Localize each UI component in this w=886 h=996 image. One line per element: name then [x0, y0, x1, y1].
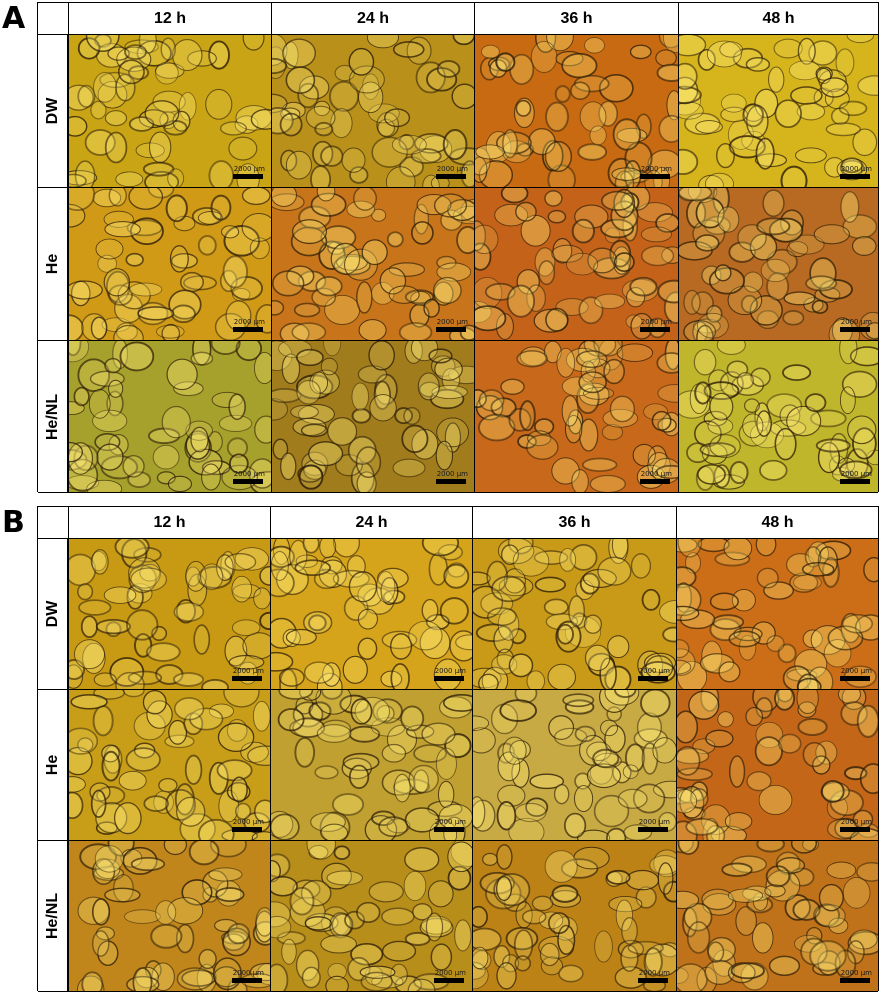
micrograph-image: 2000 µm [68, 690, 270, 841]
scale-bar-label: 2000 µm [840, 165, 872, 173]
micrograph-panel: 12 h 24 h 36 h 48 h DW 2000 µm 2000 µm 2000 µm 2… [37, 2, 879, 493]
micrograph-image: 2000 µm [68, 35, 271, 188]
scale-bar [233, 174, 263, 179]
header-corner [38, 3, 68, 35]
column-header: 36 h [472, 507, 676, 539]
micrograph-image: 2000 µm [270, 539, 472, 690]
column-header: 24 h [270, 507, 472, 539]
micrograph-image: 2000 µm [472, 690, 676, 841]
micrograph-image: 2000 µm [68, 188, 271, 341]
scale-bar-label: 2000 µm [434, 969, 466, 977]
column-header: 24 h [271, 3, 474, 35]
micrograph-image: 2000 µm [472, 539, 676, 690]
column-header: 48 h [676, 507, 878, 539]
micrograph-image: 2000 µm [68, 341, 271, 493]
scale-bar [233, 479, 263, 484]
micrograph-image: 2000 µm [270, 841, 472, 992]
scale-bar-label: 2000 µm [434, 818, 466, 826]
scale-bar [640, 327, 670, 332]
micrograph-image: 2000 µm [678, 188, 878, 341]
micrograph-image: 2000 µm [676, 841, 878, 992]
row-label: He/NL [38, 341, 68, 493]
scale-bar [232, 827, 262, 832]
scale-bar [840, 827, 870, 832]
scale-bar-label: 2000 µm [233, 470, 265, 478]
micrograph-image: 2000 µm [271, 35, 474, 188]
scale-bar [232, 676, 262, 681]
scale-bar [434, 827, 464, 832]
scale-bar [436, 479, 466, 484]
scale-bar-label: 2000 µm [434, 667, 466, 675]
micrograph-image: 2000 µm [68, 539, 270, 690]
scale-bar [640, 479, 670, 484]
scale-bar-label: 2000 µm [233, 318, 265, 326]
scale-bar [434, 676, 464, 681]
micrograph-image: 2000 µm [271, 341, 474, 493]
scale-bar [436, 327, 466, 332]
row-label: He [38, 188, 68, 341]
scale-bar-label: 2000 µm [640, 470, 672, 478]
scale-bar-label: 2000 µm [436, 470, 468, 478]
scale-bar-label: 2000 µm [840, 470, 872, 478]
scale-bar [840, 174, 870, 179]
header-corner [38, 507, 68, 539]
scale-bar-label: 2000 µm [638, 818, 670, 826]
scale-bar-label: 2000 µm [436, 318, 468, 326]
column-header: 48 h [678, 3, 878, 35]
scale-bar [233, 327, 263, 332]
scale-bar [434, 978, 464, 983]
scale-bar-label: 2000 µm [232, 969, 264, 977]
scale-bar [638, 676, 668, 681]
scale-bar [640, 174, 670, 179]
row-label: DW [38, 35, 68, 188]
row-label: He/NL [38, 841, 68, 992]
scale-bar [840, 978, 870, 983]
micrograph-image: 2000 µm [68, 841, 270, 992]
scale-bar-label: 2000 µm [436, 165, 468, 173]
scale-bar-label: 2000 µm [840, 667, 872, 675]
scale-bar-label: 2000 µm [840, 318, 872, 326]
panel-label: B [2, 505, 25, 540]
micrograph-image: 2000 µm [676, 539, 878, 690]
panel-label: A [2, 1, 26, 36]
scale-bar-label: 2000 µm [840, 969, 872, 977]
column-header: 36 h [474, 3, 678, 35]
scale-bar-label: 2000 µm [232, 818, 264, 826]
scale-bar-label: 2000 µm [640, 165, 672, 173]
scale-bar-label: 2000 µm [640, 318, 672, 326]
micrograph-image: 2000 µm [474, 35, 678, 188]
scale-bar-label: 2000 µm [638, 667, 670, 675]
scale-bar-label: 2000 µm [233, 165, 265, 173]
row-label: He [38, 690, 68, 841]
scale-bar [436, 174, 466, 179]
row-label: DW [38, 539, 68, 690]
scale-bar-label: 2000 µm [840, 818, 872, 826]
scale-bar [638, 827, 668, 832]
micrograph-image: 2000 µm [271, 188, 474, 341]
micrograph-image: 2000 µm [676, 690, 878, 841]
micrograph-image: 2000 µm [472, 841, 676, 992]
scale-bar [232, 978, 262, 983]
micrograph-image: 2000 µm [678, 341, 878, 493]
scale-bar [638, 978, 668, 983]
scale-bar [840, 676, 870, 681]
scale-bar-label: 2000 µm [638, 969, 670, 977]
scale-bar [840, 327, 870, 332]
scale-bar [840, 479, 870, 484]
micrograph-image: 2000 µm [474, 341, 678, 493]
micrograph-image: 2000 µm [474, 188, 678, 341]
micrograph-panel: 12 h 24 h 36 h 48 h DW 2000 µm 2000 µm 2000 µm 2… [37, 506, 879, 992]
scale-bar-label: 2000 µm [232, 667, 264, 675]
micrograph-image: 2000 µm [678, 35, 878, 188]
micrograph-image: 2000 µm [270, 690, 472, 841]
column-header: 12 h [68, 3, 271, 35]
column-header: 12 h [68, 507, 270, 539]
